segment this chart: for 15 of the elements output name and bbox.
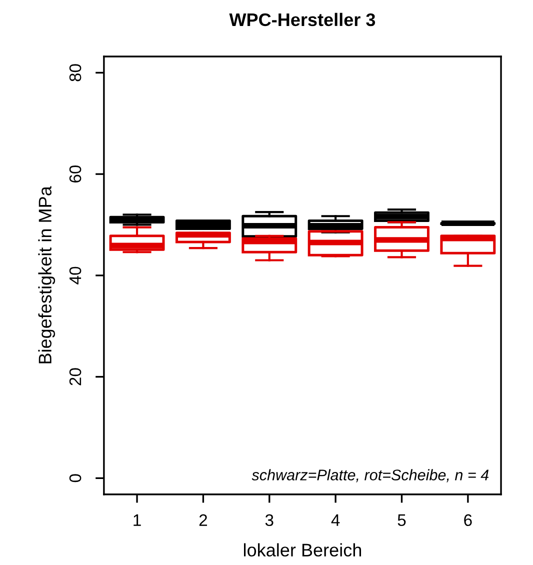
- x-axis-title: lokaler Bereich: [244, 543, 362, 557]
- y-tick-label: 0: [69, 474, 82, 482]
- x-tick-label: 3: [265, 514, 274, 526]
- x-tick-label: 6: [464, 514, 472, 526]
- chart-title: WPC-Hersteller 3: [229, 12, 376, 26]
- y-tick-label: 60: [69, 165, 82, 182]
- x-tick-label: 2: [199, 514, 208, 526]
- y-tick-label: 40: [69, 266, 82, 284]
- x-tick-label: 1: [134, 514, 141, 526]
- y-tick-label: 20: [69, 368, 82, 386]
- x-tick-label: 5: [398, 514, 406, 526]
- annotation: schwarz=Platte, rot=Scheibe, n = 4: [252, 469, 489, 482]
- x-tick-label: 4: [331, 514, 340, 526]
- y-axis-title: Biegefestigkeit in MPa: [38, 186, 56, 364]
- y-tick-label: 80: [69, 64, 82, 82]
